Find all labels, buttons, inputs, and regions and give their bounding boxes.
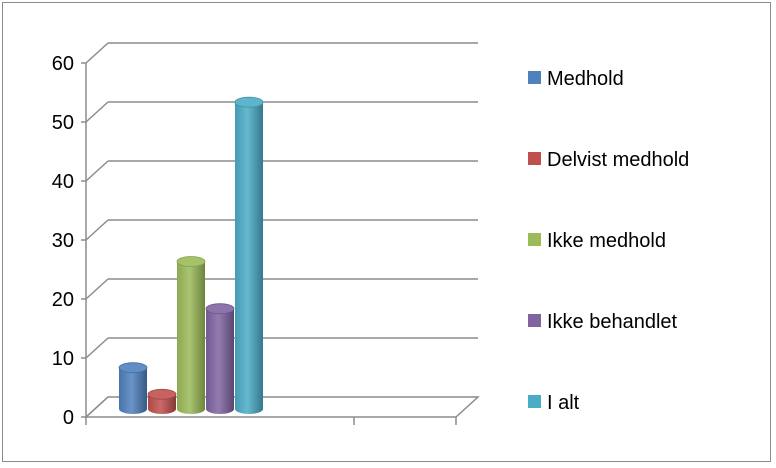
bar-top	[234, 96, 264, 108]
y-tick-label: 0	[63, 407, 74, 429]
bar-delvist-medhold	[147, 388, 177, 414]
legend-item: Delvist medhold	[528, 149, 689, 171]
bar-top	[176, 256, 206, 267]
y-tick-label: 20	[52, 289, 74, 311]
legend-item: Ikke medhold	[528, 230, 666, 252]
bar-i-alt	[234, 96, 264, 414]
axes	[81, 42, 480, 425]
bar-top	[147, 388, 177, 400]
legend-swatch	[528, 314, 541, 327]
y-tick-label: 40	[52, 171, 74, 193]
bar-body	[177, 261, 205, 414]
legend-swatch	[528, 395, 541, 408]
side-wall-gridline	[85, 42, 109, 64]
y-tick-label: 10	[52, 348, 74, 370]
bar-medhold	[118, 362, 148, 414]
bar-top	[205, 303, 235, 315]
y-tick-label: 30	[52, 230, 74, 252]
bar-body	[119, 367, 147, 414]
legend: Medhold Delvist medhold Ikke medhold Ikke b…	[528, 68, 689, 414]
y-tick-labels: 0 10 20 30 40 50 60	[52, 53, 74, 429]
bar-body	[148, 394, 176, 414]
legend-label: Medhold	[547, 68, 624, 90]
legend-label: Ikke medhold	[547, 230, 666, 252]
side-wall-gridline	[85, 278, 109, 300]
legend-label: Delvist medhold	[547, 149, 689, 171]
floor	[84, 396, 480, 418]
bars	[118, 96, 264, 414]
legend-label: Ikke behandlet	[547, 311, 678, 333]
legend-swatch	[528, 233, 541, 246]
legend-item: I alt	[528, 392, 580, 414]
legend-swatch	[528, 152, 541, 165]
legend-item: Medhold	[528, 68, 624, 90]
bar-ikke-medhold	[176, 256, 206, 414]
side-wall-gridline	[85, 160, 109, 182]
legend-swatch	[528, 71, 541, 84]
bar-body	[235, 102, 263, 414]
side-wall-gridline	[85, 337, 109, 359]
bar-top	[118, 362, 148, 374]
y-tick-label: 50	[52, 112, 74, 134]
bar-ikke-behandlet	[205, 303, 235, 414]
legend-item: Ikke behandlet	[528, 311, 678, 333]
chart-frame: 0 10 20 30 40 50 60 Medhold Delvist medhold Ikke…	[2, 2, 771, 462]
legend-label: I alt	[547, 392, 580, 414]
side-wall-gridline	[85, 219, 109, 241]
y-tick-label: 60	[52, 53, 74, 75]
side-wall-gridline	[85, 101, 109, 123]
bar-chart: 0 10 20 30 40 50 60 Medhold Delvist medhold Ikke…	[52, 42, 689, 429]
bar-body	[206, 308, 234, 414]
